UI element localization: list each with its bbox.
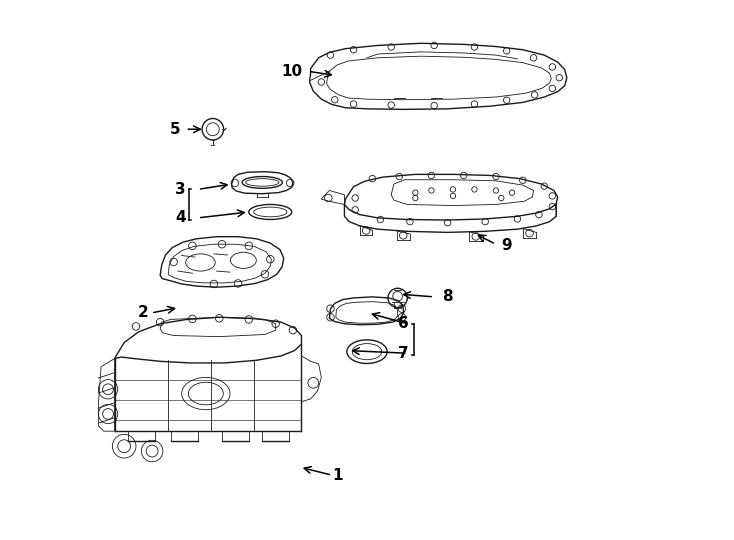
- Text: 7: 7: [399, 346, 409, 361]
- Text: 4: 4: [175, 211, 186, 225]
- Text: 10: 10: [281, 64, 302, 79]
- Text: 1: 1: [332, 468, 343, 483]
- Text: 9: 9: [501, 238, 512, 253]
- Text: 2: 2: [138, 306, 149, 320]
- Text: 6: 6: [398, 316, 409, 331]
- Text: 5: 5: [170, 122, 180, 137]
- Text: 3: 3: [175, 182, 186, 197]
- Text: 8: 8: [442, 289, 453, 305]
